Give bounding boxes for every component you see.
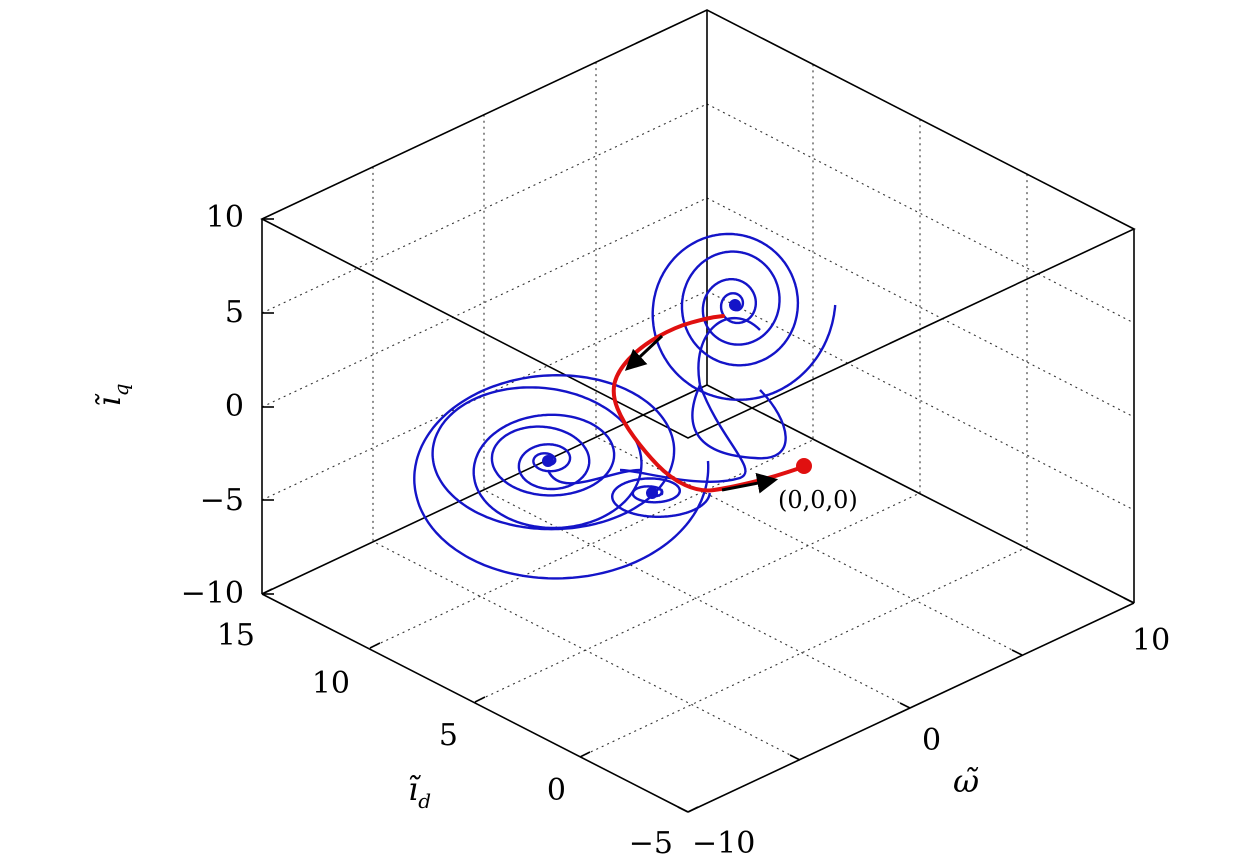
grid-line-left-z-1 (261, 103, 708, 314)
direction-arrow-lower (721, 472, 779, 494)
x-tick-mark-3 (579, 751, 591, 758)
y-tick-mark-4 (1123, 597, 1135, 604)
x-tick-label-minus5: −5 (629, 826, 673, 861)
attractor-bridge-2 (546, 468, 641, 485)
y-tick-label-10: 10 (1132, 623, 1170, 658)
x-tick-mark-2 (474, 696, 486, 703)
axis-id-line (261, 593, 689, 813)
x-tick-label-0: 0 (547, 773, 566, 808)
origin-marker (796, 458, 812, 474)
grid-line-right-z-3 (706, 290, 1135, 511)
axis-box (260, 9, 1136, 813)
direction-arrow-upper (624, 334, 664, 371)
x-axis-label-subscript: d (418, 789, 431, 813)
attractor-trajectory (413, 232, 837, 580)
z-axis-label-main: ĩ (90, 394, 128, 407)
axis-omega-line (687, 602, 1135, 813)
attractor-core-1 (646, 487, 658, 499)
attractor-bridge-1 (691, 384, 787, 460)
x-tick-mark-0 (261, 588, 273, 595)
z-tick-label-10: 10 (206, 200, 244, 235)
z-tick-label-minus10: −10 (181, 576, 244, 611)
z-axis-label-subscript: q (109, 383, 133, 396)
svg-text:ĩq: ĩq (90, 383, 133, 406)
grid-line-floor-a-0 (369, 438, 816, 649)
y-axis-label: ω̃ (953, 762, 979, 800)
y-tick-mark-0 (677, 806, 689, 813)
grid-line-floor-b-1 (483, 489, 911, 709)
grid-line-right-z-2 (706, 197, 1135, 418)
z-tick-label-5: 5 (225, 295, 244, 330)
attractor-bridge-0 (619, 384, 747, 484)
grid-line-floor-a-2 (579, 547, 1026, 758)
y-tick-label-minus10: −10 (692, 826, 755, 861)
y-tick-mark-2 (899, 702, 911, 709)
attractor-core-0 (542, 455, 554, 467)
y-tick-mark-1 (789, 754, 801, 761)
origin-annotation: (0,0,0) (778, 486, 858, 514)
z-tick-label-minus5: −5 (200, 483, 244, 518)
attractor-spiral-0 (413, 373, 710, 580)
attractor-core-2 (729, 299, 741, 311)
grid-line-floor-b-2 (595, 436, 1023, 656)
y-tick-label-0: 0 (922, 723, 941, 758)
box-floor-back-left (261, 384, 708, 595)
grid-line-floor-a-1 (474, 492, 921, 703)
x-axis-label: ĩd (408, 770, 431, 813)
grid-line-right-z-1 (706, 103, 1135, 324)
attractor-spiral-2 (651, 232, 837, 402)
transient-path-line (611, 314, 808, 493)
tick-marks (261, 218, 1135, 813)
x-tick-mark-1 (369, 642, 381, 649)
x-tick-label-10: 10 (312, 666, 350, 701)
transient-path (611, 314, 808, 493)
z-axis-label: ĩq (90, 383, 133, 406)
grid-lines (261, 9, 1135, 761)
box-floor-back-right (706, 384, 1135, 604)
grid-line-left-z-2 (261, 197, 708, 408)
attractor-bridge-3 (697, 317, 761, 386)
x-tick-label-5: 5 (439, 718, 458, 753)
x-tick-mark-4 (687, 806, 699, 813)
grid-line-floor-b-0 (373, 541, 801, 761)
x-axis-label-main: ĩ (408, 770, 421, 808)
y-tick-mark-3 (1011, 649, 1023, 656)
attractor-spiral-1 (611, 477, 711, 518)
x-tick-label-15: 15 (217, 618, 255, 653)
grid-line-left-z-3 (261, 290, 708, 501)
z-tick-label-0: 0 (225, 389, 244, 424)
